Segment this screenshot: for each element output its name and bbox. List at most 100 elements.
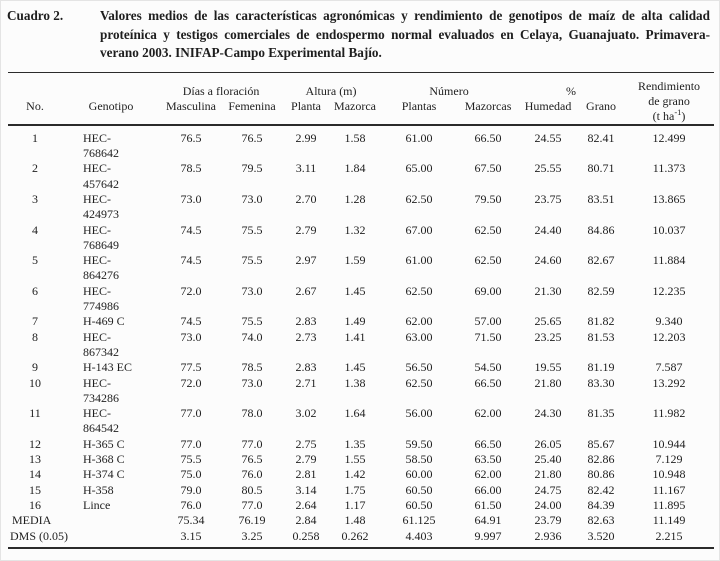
value-cell: 73.0 bbox=[241, 283, 263, 298]
value-cell: 76.19 bbox=[238, 513, 266, 528]
value-cell: 79.50 bbox=[474, 191, 502, 206]
value-cell: 54.50 bbox=[474, 360, 502, 375]
value-cell: 19.55 bbox=[534, 360, 562, 375]
summary-label-cell: DMS (0.05) bbox=[10, 528, 69, 543]
row-number-cell: 12 bbox=[29, 436, 41, 451]
row-number-cell: 2 bbox=[32, 161, 38, 176]
value-cell: 71.50 bbox=[474, 329, 502, 344]
value-cell: 1.64 bbox=[344, 406, 366, 421]
value-cell: 21.80 bbox=[534, 467, 562, 482]
table-row: 4 HEC- 768649 74.5 75.5 2.79 1.32 67.00 62.50 24.… bbox=[8, 223, 714, 254]
value-cell: 78.5 bbox=[180, 161, 202, 176]
value-cell: 60.00 bbox=[405, 467, 433, 482]
column-header-grano: Grano bbox=[586, 98, 617, 113]
value-cell: 78.5 bbox=[241, 360, 263, 375]
value-cell: 1.48 bbox=[344, 513, 366, 528]
value-cell: 60.50 bbox=[405, 497, 433, 512]
value-cell: 25.65 bbox=[534, 314, 562, 329]
genotype-cell: H-365 C bbox=[83, 436, 125, 451]
rendimiento-line2: de grano bbox=[648, 93, 690, 108]
value-cell: 69.00 bbox=[474, 283, 502, 298]
genotype-cell: HEC- 457642 bbox=[83, 161, 119, 191]
genotype-cell: H-358 bbox=[83, 482, 114, 497]
value-cell: 81.35 bbox=[587, 406, 615, 421]
row-number-cell: 5 bbox=[32, 253, 38, 268]
value-cell: 80.71 bbox=[587, 161, 615, 176]
table-wrapper: Días a floración Altura (m) Número % Ren… bbox=[8, 71, 715, 549]
value-cell: 61.50 bbox=[474, 497, 502, 512]
value-cell: 64.91 bbox=[474, 513, 502, 528]
table-row: 6 HEC- 774986 72.0 73.0 2.67 1.45 62.50 69.00 21.… bbox=[8, 284, 714, 315]
value-cell: 83.51 bbox=[587, 191, 615, 206]
value-cell: 59.50 bbox=[405, 436, 433, 451]
value-cell: 66.50 bbox=[474, 375, 502, 390]
column-header-plantas: Plantas bbox=[401, 98, 437, 113]
row-number-cell: 13 bbox=[29, 452, 41, 467]
value-cell: 1.55 bbox=[344, 452, 366, 467]
table-row: 16 Lince 76.0 77.0 2.64 1.17 60.50 61.50 24.00 84… bbox=[8, 498, 714, 513]
value-cell: 82.86 bbox=[587, 452, 615, 467]
value-cell: 76.0 bbox=[241, 467, 263, 482]
value-cell: 1.59 bbox=[344, 253, 366, 268]
table-row: 11 HEC- 864542 77.0 78.0 3.02 1.64 56.00 62.00 24… bbox=[8, 406, 714, 437]
column-header-humedad: Humedad bbox=[524, 98, 572, 113]
value-cell: 2.936 bbox=[534, 528, 562, 543]
table-row: 1 HEC- 768642 76.5 76.5 2.99 1.58 61.00 66.50 24.… bbox=[8, 125, 714, 162]
row-number-cell: 6 bbox=[32, 283, 38, 298]
genotype-cell: HEC- 774986 bbox=[83, 283, 119, 314]
value-cell: 3.14 bbox=[295, 482, 317, 497]
value-cell: 2.97 bbox=[295, 253, 317, 268]
value-cell: 11.167 bbox=[652, 482, 686, 497]
value-cell: 77.0 bbox=[180, 436, 202, 451]
genotype-cell: H-469 C bbox=[83, 314, 125, 329]
column-header-rendimiento: Rendimiento de grano (t ha-1) bbox=[624, 72, 714, 125]
group-header-numero: Número bbox=[429, 83, 469, 98]
row-number-cell: 10 bbox=[29, 375, 41, 390]
value-cell: 85.67 bbox=[587, 436, 615, 451]
value-cell: 62.50 bbox=[405, 191, 433, 206]
table-row: 14 H-374 C 75.0 76.0 2.81 1.42 60.00 62.00 21.80… bbox=[8, 467, 714, 482]
value-cell: 2.99 bbox=[295, 130, 317, 145]
value-cell: 1.49 bbox=[344, 314, 366, 329]
value-cell: 73.0 bbox=[180, 329, 202, 344]
value-cell: 10.944 bbox=[652, 436, 686, 451]
value-cell: 1.75 bbox=[344, 482, 366, 497]
value-cell: 75.0 bbox=[180, 467, 202, 482]
value-cell: 1.32 bbox=[344, 222, 366, 237]
caption-line: verano 2003. INIFAP-Campo Experimental B… bbox=[100, 45, 382, 61]
value-cell: 74.5 bbox=[180, 222, 202, 237]
value-cell: 25.55 bbox=[534, 161, 562, 176]
summary-row: MEDIA 75.34 76.19 2.84 1.48 61.125 64.91 23.79 8… bbox=[8, 513, 714, 528]
summary-label-cell: MEDIA bbox=[12, 513, 52, 528]
row-number-cell: 8 bbox=[32, 329, 38, 344]
value-cell: 24.00 bbox=[534, 497, 562, 512]
value-cell: 72.0 bbox=[180, 375, 202, 390]
value-cell: 79.0 bbox=[180, 482, 202, 497]
value-cell: 2.64 bbox=[295, 497, 317, 512]
column-header-masculina: Masculina bbox=[166, 98, 216, 113]
value-cell: 12.235 bbox=[652, 283, 686, 298]
value-cell: 7.587 bbox=[655, 360, 683, 375]
genotype-cell: Lince bbox=[83, 497, 111, 512]
value-cell: 82.42 bbox=[587, 482, 615, 497]
table-header: Días a floración Altura (m) Número % Ren… bbox=[8, 72, 715, 125]
value-cell: 72.0 bbox=[180, 283, 202, 298]
value-cell: 3.15 bbox=[180, 528, 202, 543]
value-cell: 24.75 bbox=[534, 482, 562, 497]
value-cell: 1.35 bbox=[344, 436, 366, 451]
genotype-cell: HEC- 864542 bbox=[83, 406, 119, 436]
value-cell: 3.520 bbox=[587, 528, 615, 543]
value-cell: 58.50 bbox=[405, 452, 433, 467]
value-cell: 1.17 bbox=[344, 497, 366, 512]
table-row: 9 H-143 EC 77.5 78.5 2.83 1.45 56.50 54.50 19.55… bbox=[8, 360, 714, 375]
value-cell: 74.5 bbox=[180, 253, 202, 268]
value-cell: 7.129 bbox=[655, 452, 683, 467]
value-cell: 78.0 bbox=[241, 406, 263, 421]
value-cell: 11.982 bbox=[652, 406, 686, 421]
column-header-femenina: Femenina bbox=[228, 98, 276, 113]
value-cell: 2.71 bbox=[295, 375, 317, 390]
genotype-cell: HEC- 734286 bbox=[83, 375, 119, 405]
value-cell: 61.00 bbox=[405, 253, 433, 268]
value-cell: 2.75 bbox=[295, 436, 317, 451]
column-header-mazorcas: Mazorcas bbox=[464, 98, 512, 113]
